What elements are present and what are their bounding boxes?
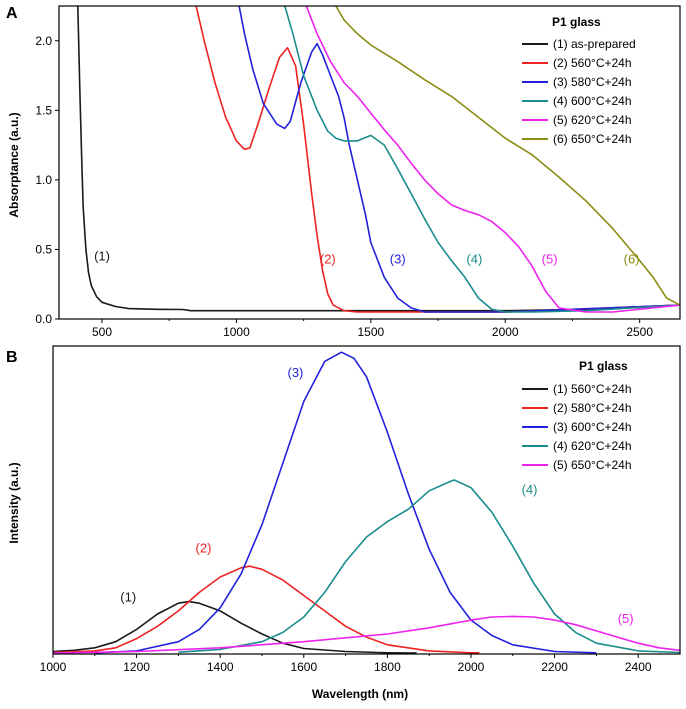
panel-a-curve-label-2: (2) [320,251,336,266]
panel-b-curve-label-2: (2) [196,540,212,555]
panel-a-letter: A [6,5,18,22]
panel-b-x-tick-label: 2000 [458,660,485,674]
panel-b-x-tick-label: 1600 [290,660,317,674]
panel-b-legend-label-5: (5) 650°C+24h [553,458,632,472]
panel-a-curve-label-6: (6) [624,251,640,266]
panel-b-curve-label-5: (5) [618,611,634,626]
panel-a-x-tick-label: 1000 [223,325,250,339]
panel-a-y-tick-label: 0.5 [35,242,52,256]
panel-b-series-line-3 [94,351,597,654]
panel-b-series-line-2 [53,565,480,654]
panel-a-legend-title: P1 glass [552,15,601,29]
panel-a: A Absorptance (a.u.) 500 1000 1500 2000 2500… [6,5,681,339]
panel-b-ylabel: Intensity (a.u.) [7,462,21,543]
panel-b-curve-label-1: (1) [120,590,136,605]
panel-a-legend: P1 glass (1) as-prepared (2) 560°C+24h (3)… [522,15,636,146]
panel-a-curve-label-4: (4) [466,251,482,266]
panel-a-ylabel: Absorptance (a.u.) [7,112,21,217]
panel-a-series-line-4 [284,6,680,313]
panel-a-legend-label-1: (1) as-prepared [553,37,636,51]
panel-b-legend-label-4: (4) 620°C+24h [553,439,632,453]
panel-b-series-line-4 [178,479,680,654]
panel-b-x-tick-label: 1800 [374,660,401,674]
panel-b-x-tick-label: 1200 [123,660,150,674]
panel-b-xlabel: Wavelength (nm) [312,687,408,701]
panel-a-x-tick-label: 500 [92,325,112,339]
panel-a-y-tick-label: 2.0 [35,34,52,48]
panel-b-legend-label-2: (2) 580°C+24h [553,401,632,415]
panel-a-series-line-3 [238,6,680,313]
panel-a-curve-label-5: (5) [542,251,558,266]
panel-a-legend-label-2: (2) 560°C+24h [553,56,632,70]
panel-a-series-line-2 [195,6,680,313]
panel-b-x-tick-label: 2400 [625,660,652,674]
panel-a-legend-label-3: (3) 580°C+24h [553,75,632,89]
panel-b-legend-title: P1 glass [579,359,628,373]
panel-a-series-line-5 [305,6,680,313]
panel-b-series-line-5 [53,615,680,654]
panel-b: B Intensity (a.u.) 1000 1200 1400 1600 1800 2… [6,345,681,701]
panel-a-plot-frame [58,5,681,320]
panel-b-x-tick-label: 1400 [207,660,234,674]
panel-a-x-tick-label: 1500 [357,325,384,339]
panel-a-legend-label-4: (4) 600°C+24h [553,94,632,108]
panel-a-y-tick-label: 0.0 [35,312,52,326]
panel-a-x-tick-label: 2000 [492,325,519,339]
panel-a-curve-label-3: (3) [390,251,406,266]
panel-b-curve-label-4: (4) [522,482,538,497]
panel-b-x-tick-label: 2200 [541,660,568,674]
panel-b-curve-label-3: (3) [287,365,303,380]
panel-b-letter: B [6,349,18,366]
panel-a-series-line-6 [335,6,680,306]
panel-a-curve-label-1: (1) [94,249,110,264]
panel-b-legend: P1 glass (1) 560°C+24h (2) 580°C+24h (3) 6… [522,359,632,472]
panel-a-x-tick-label: 2500 [626,325,653,339]
panel-b-x-tick-label: 1000 [40,660,67,674]
panel-b-legend-label-3: (3) 600°C+24h [553,420,632,434]
panel-a-legend-label-5: (5) 620°C+24h [553,113,632,127]
panel-b-plot-frame [52,345,681,655]
panel-a-y-tick-label: 1.5 [35,103,52,117]
panel-a-legend-label-6: (6) 650°C+24h [553,132,632,146]
panel-a-y-tick-label: 1.0 [35,173,52,187]
panel-b-series-line-1 [53,600,417,654]
panel-b-legend-label-1: (1) 560°C+24h [553,382,632,396]
